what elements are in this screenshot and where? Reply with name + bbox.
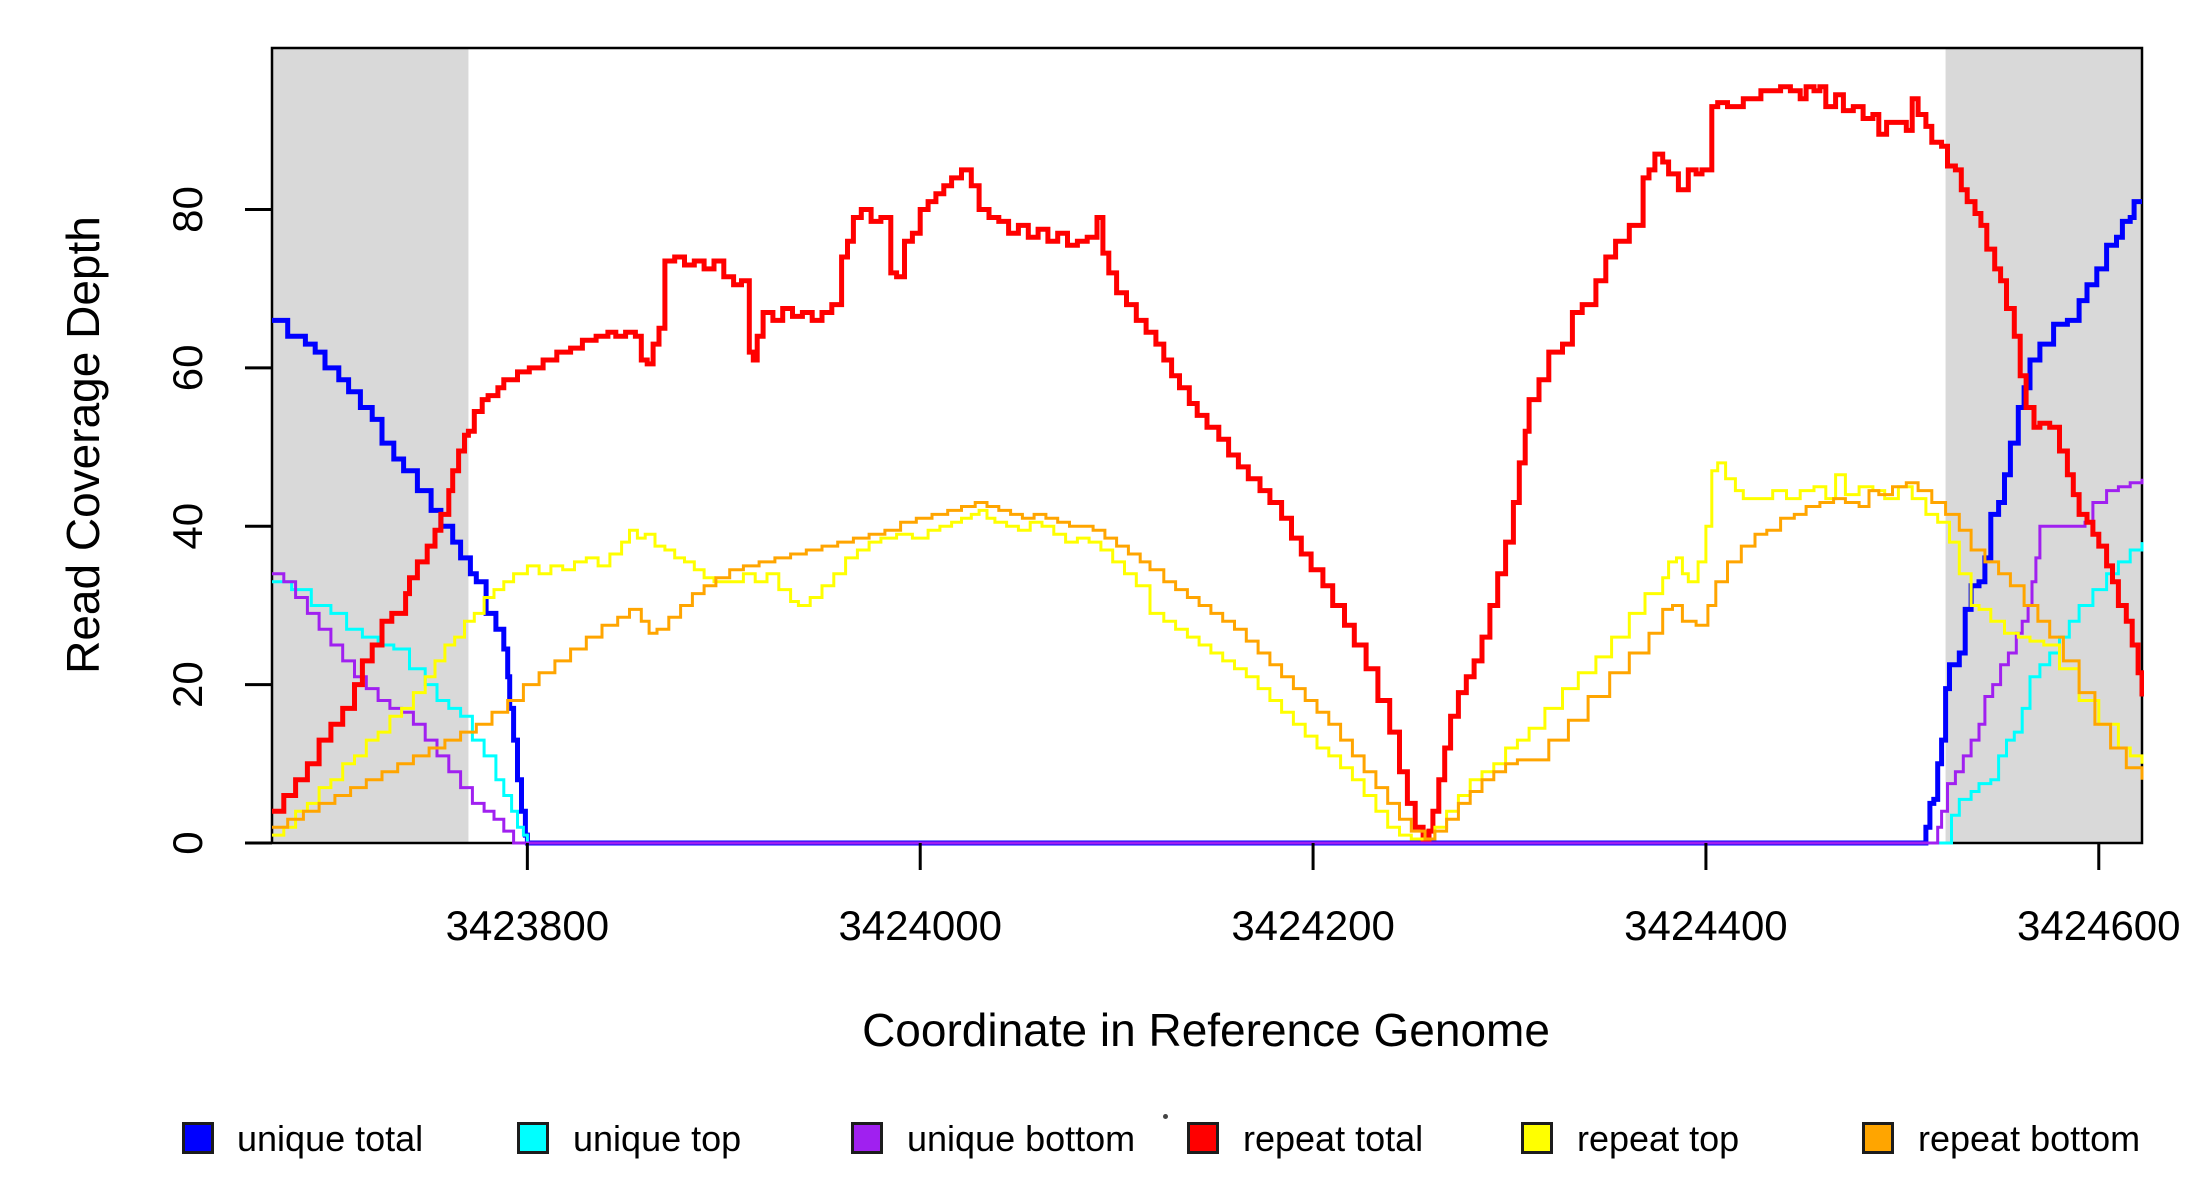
repeat-top-swatch-icon (1521, 1122, 1553, 1154)
x-tick-label: 3424400 (1624, 902, 1788, 949)
legend-label: unique top (573, 1118, 742, 1159)
artifact-dot (1163, 1114, 1168, 1119)
legend-label: repeat bottom (1918, 1118, 2141, 1159)
series-repeat-top (272, 461, 2144, 841)
y-tick-label: 0 (164, 831, 211, 854)
unique-bottom-swatch-icon (851, 1122, 883, 1154)
x-tick-label: 3424200 (1231, 902, 1395, 949)
repeat-total-swatch-icon (1187, 1122, 1219, 1154)
unique-total-swatch-icon (182, 1122, 214, 1154)
y-tick-label: 80 (164, 186, 211, 233)
series-repeat-total (272, 84, 2144, 842)
y-tick-label: 20 (164, 661, 211, 708)
x-tick-label: 3424600 (2017, 902, 2181, 949)
legend-label: unique bottom (907, 1118, 1136, 1159)
legend-label: repeat total (1243, 1118, 1424, 1159)
y-axis-title: Read Coverage Depth (57, 216, 109, 674)
series-unique-total (272, 199, 2142, 846)
legend-label: unique total (237, 1118, 424, 1159)
y-tick-label: 40 (164, 503, 211, 550)
y-tick-label: 60 (164, 345, 211, 392)
series-unique-bottom (272, 478, 2144, 845)
unique-top-swatch-icon (517, 1122, 549, 1154)
shaded-region (1945, 48, 2142, 843)
repeat-bottom-swatch-icon (1862, 1122, 1894, 1154)
series-repeat-bottom (272, 481, 2144, 841)
legend-label: repeat top (1577, 1118, 1740, 1159)
x-tick-label: 3424000 (838, 902, 1002, 949)
shaded-region (272, 48, 469, 843)
series-group (272, 84, 2144, 846)
series-unique-top (272, 542, 2144, 845)
x-axis-title: Coordinate in Reference Genome (862, 1004, 1550, 1056)
plot-border (270, 46, 2144, 845)
x-tick-label: 3423800 (446, 902, 610, 949)
